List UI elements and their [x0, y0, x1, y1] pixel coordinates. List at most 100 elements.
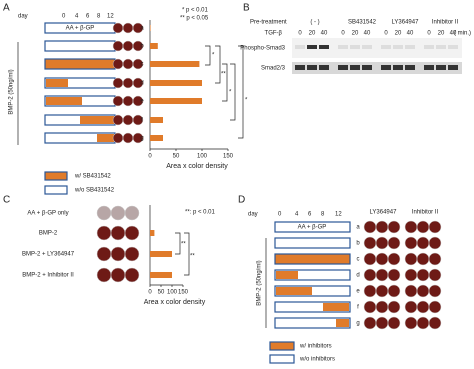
plate-well [375, 268, 389, 282]
schedule-text: AA + β-GP [298, 225, 327, 231]
plate-well [96, 225, 112, 241]
unit: ( min.) [454, 31, 471, 37]
day-tick: 4 [75, 14, 79, 20]
plate-well [132, 58, 144, 70]
band [393, 65, 403, 70]
p-value: **: p < 0.01 [185, 210, 216, 216]
band [319, 45, 329, 49]
x-tick-label: 50 [158, 290, 165, 296]
plate-well [404, 300, 418, 314]
plate-well [428, 316, 442, 330]
panel-label: C [3, 195, 10, 206]
band [393, 45, 403, 49]
row-letter: f [357, 305, 359, 311]
plate-well [416, 268, 430, 282]
panel-label: A [3, 3, 10, 14]
day-tick: 8 [97, 14, 101, 20]
row-letter: e [356, 289, 360, 295]
time-tick: 40 [450, 31, 457, 37]
plate-well [132, 22, 144, 34]
day-label: day [18, 14, 28, 20]
band [295, 65, 305, 70]
plate-well [122, 132, 134, 144]
plate-well [112, 40, 124, 52]
schedule-fill [336, 319, 349, 327]
bar [150, 251, 172, 257]
plate-well [132, 114, 144, 126]
schedule-box [274, 253, 351, 265]
x-tick-label: 150 [223, 154, 234, 160]
band [338, 65, 348, 70]
tgf-label: TGF-β [265, 31, 283, 37]
x-axis-label: Area x color density [166, 163, 228, 170]
plate-well [132, 77, 144, 89]
plate-well [428, 300, 442, 314]
day-label: day [248, 212, 258, 218]
time-tick: 20 [309, 31, 316, 37]
band [405, 45, 415, 49]
legend-swatch [44, 185, 68, 195]
band [424, 45, 434, 49]
plate-well [428, 220, 442, 234]
day-tick: 0 [62, 14, 66, 20]
plate-well [122, 40, 134, 52]
plate-well [112, 77, 124, 89]
schedule-fill [46, 79, 68, 87]
plate-well [416, 300, 430, 314]
plate-well [132, 40, 144, 52]
row-letter: a [140, 26, 144, 32]
significance: ** [221, 72, 226, 78]
plate-well [375, 252, 389, 266]
plate-well [404, 316, 418, 330]
row-letter: f [141, 118, 143, 124]
day-tick: 6 [86, 14, 90, 20]
plate-well [122, 114, 134, 126]
plate-well [110, 246, 126, 262]
plate-well [363, 220, 377, 234]
group-label: BMP-2 (50ng/ml) [257, 260, 263, 305]
schedule-text: AA + β-GP [66, 26, 95, 32]
blot [292, 62, 462, 74]
band [436, 45, 446, 49]
group-header: Inhibitor II [432, 20, 459, 26]
plate-well [387, 316, 401, 330]
x-tick-label: 100 [197, 154, 208, 160]
bar [150, 25, 151, 31]
plate-well [387, 284, 401, 298]
legend-swatch [269, 341, 295, 351]
plate-well [404, 252, 418, 266]
plate-well [132, 132, 144, 144]
plate-well [387, 252, 401, 266]
plate-well [387, 300, 401, 314]
plate-well [110, 205, 126, 221]
band [362, 65, 372, 70]
legend-text: w/o SB431542 [74, 188, 115, 194]
plate-well [122, 77, 134, 89]
time-tick: 0 [427, 31, 431, 37]
row-letter: a [356, 225, 360, 231]
bar [150, 80, 202, 86]
blot [292, 38, 462, 58]
plate-well [112, 58, 124, 70]
column-header: LY364947 [370, 210, 398, 216]
plate-well [363, 316, 377, 330]
row-label: BMP-2 [39, 231, 58, 237]
schedule-box [274, 301, 351, 313]
schedule-fill [80, 116, 114, 124]
x-tick-label: 0 [148, 154, 152, 160]
plate-well [363, 236, 377, 250]
plate-well [124, 246, 140, 262]
plate-well [404, 268, 418, 282]
row-label: BMP-2 + LY364947 [22, 252, 75, 258]
plate-well [96, 205, 112, 221]
row-letter: e [140, 99, 144, 105]
schedule-box [274, 317, 351, 329]
x-tick-label: 150 [178, 290, 189, 296]
row-label: Smad2/3 [261, 66, 286, 72]
bar [150, 61, 200, 67]
plate-well [428, 236, 442, 250]
plate-well [404, 236, 418, 250]
schedule-fill [323, 303, 349, 311]
schedule-box [274, 221, 351, 233]
